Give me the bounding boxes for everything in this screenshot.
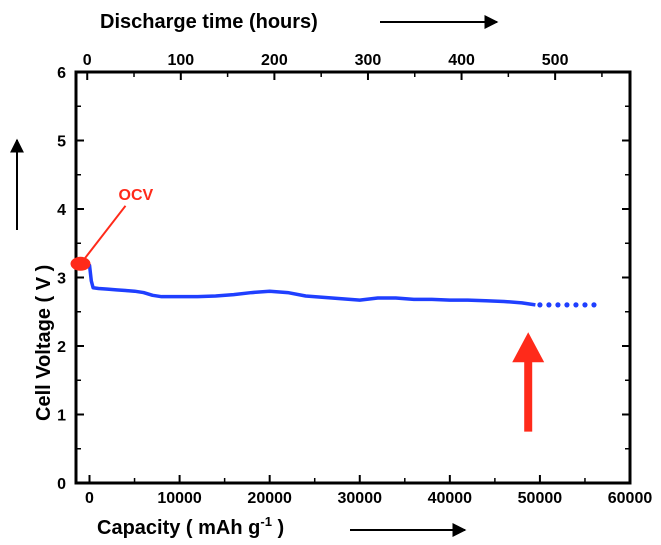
x-tick-label: 10000: [157, 490, 202, 507]
extrapolation-point: [555, 302, 561, 308]
plot-frame: [74, 70, 632, 485]
y-tick-label: 5: [57, 134, 66, 151]
ocv-label: OCV: [119, 187, 154, 204]
x2-tick-label: 200: [261, 52, 288, 69]
x-tick-label: 30000: [338, 490, 383, 507]
x-axis-title-sup: -1: [260, 514, 272, 529]
x-tick-label: 60000: [608, 490, 653, 507]
x-tick-label: 0: [85, 490, 94, 507]
x2-axis-title: Discharge time (hours): [100, 11, 318, 33]
y-tick-label: 3: [57, 271, 66, 288]
extrapolation-point: [546, 302, 552, 308]
x-axis-title: Capacity ( mAh g-1 ): [97, 514, 284, 539]
top-axis-ticks: 0 100 200 300 400 500: [83, 52, 603, 80]
ocv-marker: [70, 256, 91, 271]
extrapolation-point: [582, 302, 588, 308]
x-tick-label: 20000: [247, 490, 292, 507]
extrapolation-point: [564, 302, 570, 308]
y-tick-label: 6: [57, 65, 66, 82]
y-axis-title: Cell Voltage ( V ): [33, 265, 55, 421]
y-tick-label: 4: [57, 202, 66, 219]
y-tick-label: 0: [57, 476, 66, 493]
x2-tick-label: 400: [448, 52, 475, 69]
y-tick-label: 1: [57, 408, 66, 425]
y-axis-ticks: 0 1 2 3 4 5 6: [57, 65, 630, 493]
extrapolation-point: [537, 302, 543, 308]
x2-tick-label: 300: [355, 52, 382, 69]
y-tick-label: 2: [57, 339, 66, 356]
end-of-discharge-arrow: [512, 332, 545, 432]
x2-tick-label: 500: [542, 52, 569, 69]
extrapolation-dots: [537, 302, 597, 308]
x-tick-label: 50000: [518, 490, 563, 507]
x-tick-label: 40000: [428, 490, 473, 507]
voltage-series-line: [78, 262, 536, 307]
end-arrow-shaft: [524, 360, 533, 432]
ocv-leader-line: [83, 205, 127, 260]
end-arrow-head: [512, 332, 545, 363]
x2-tick-label: 100: [167, 52, 194, 69]
extrapolation-point: [591, 302, 597, 308]
x-axis-ticks: 0 10000 20000 30000 40000 50000 60000: [85, 475, 652, 507]
x2-tick-label: 0: [83, 52, 92, 69]
extrapolation-point: [573, 302, 579, 308]
